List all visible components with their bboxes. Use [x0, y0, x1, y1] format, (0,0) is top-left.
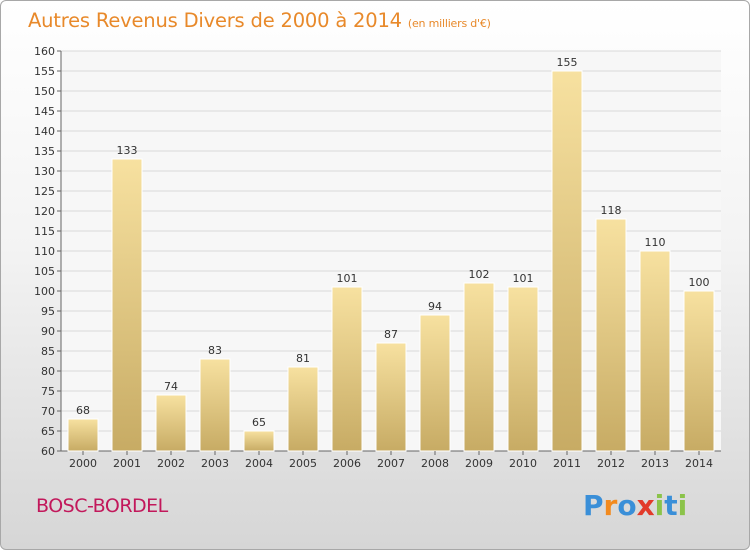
x-tick-label: 2010 [509, 457, 537, 470]
y-tick-label: 60 [41, 445, 55, 458]
x-tick-label: 2002 [157, 457, 185, 470]
x-tick-label: 2006 [333, 457, 361, 470]
data-label: 94 [428, 300, 442, 313]
data-label: 101 [513, 272, 534, 285]
x-tick-label: 2014 [685, 457, 713, 470]
x-tick-label: 2001 [113, 457, 141, 470]
data-label: 102 [469, 268, 490, 281]
data-label: 83 [208, 344, 222, 357]
data-label: 110 [645, 236, 666, 249]
x-tick-label: 2011 [553, 457, 581, 470]
y-tick-label: 155 [34, 65, 55, 78]
bar [419, 314, 451, 452]
bar [551, 70, 583, 452]
data-label: 87 [384, 328, 398, 341]
bar [639, 250, 671, 452]
y-tick-label: 95 [41, 305, 55, 318]
bar [243, 430, 275, 452]
chart-title-text: Autres Revenus Divers de 2000 à 2014 [28, 9, 402, 32]
y-tick-label: 75 [41, 385, 55, 398]
chart-title: Autres Revenus Divers de 2000 à 2014 (en … [28, 9, 491, 32]
logo-letter: P [583, 489, 604, 522]
y-tick-label: 90 [41, 325, 55, 338]
logo-letter: r [603, 489, 618, 522]
data-label: 101 [337, 272, 358, 285]
data-label: 100 [689, 276, 710, 289]
y-tick-label: 150 [34, 85, 55, 98]
bar [67, 418, 99, 452]
y-tick-label: 115 [34, 225, 55, 238]
x-tick-label: 2013 [641, 457, 669, 470]
y-tick-label: 120 [34, 205, 55, 218]
data-label: 155 [557, 56, 578, 69]
y-tick-label: 85 [41, 345, 55, 358]
logo-letter: i [677, 489, 688, 522]
logo-letter: x [636, 489, 655, 522]
data-label: 118 [601, 204, 622, 217]
x-tick-label: 2003 [201, 457, 229, 470]
y-tick-label: 130 [34, 165, 55, 178]
y-tick-label: 125 [34, 185, 55, 198]
bar [111, 158, 143, 452]
logo-letter: o [617, 489, 637, 522]
y-tick-label: 110 [34, 245, 55, 258]
bar [595, 218, 627, 452]
logo-letter: i [654, 489, 665, 522]
bar [375, 342, 407, 452]
chart-subtitle: (en milliers d'€) [407, 17, 491, 30]
data-label: 68 [76, 404, 90, 417]
data-label: 65 [252, 416, 266, 429]
logo-letter: t [664, 489, 678, 522]
y-tick-label: 65 [41, 425, 55, 438]
data-label: 133 [117, 144, 138, 157]
y-tick-label: 135 [34, 145, 55, 158]
location-label: BOSC-BORDEL [36, 495, 168, 517]
x-tick-label: 2004 [245, 457, 273, 470]
bar [199, 358, 231, 452]
x-tick-label: 2008 [421, 457, 449, 470]
x-tick-label: 2000 [69, 457, 97, 470]
x-tick-label: 2009 [465, 457, 493, 470]
bar [683, 290, 715, 452]
bar [507, 286, 539, 452]
y-tick-label: 140 [34, 125, 55, 138]
y-tick-label: 70 [41, 405, 55, 418]
proxiti-logo: Proxiti [583, 489, 687, 522]
bar [287, 366, 319, 452]
data-label: 74 [164, 380, 178, 393]
x-tick-label: 2005 [289, 457, 317, 470]
bar [463, 282, 495, 452]
y-tick-label: 160 [34, 45, 55, 58]
y-tick-label: 100 [34, 285, 55, 298]
y-tick-label: 105 [34, 265, 55, 278]
x-tick-label: 2007 [377, 457, 405, 470]
data-label: 81 [296, 352, 310, 365]
y-tick-label: 145 [34, 105, 55, 118]
bar [155, 394, 187, 452]
y-tick-label: 80 [41, 365, 55, 378]
bar [331, 286, 363, 452]
x-tick-label: 2012 [597, 457, 625, 470]
